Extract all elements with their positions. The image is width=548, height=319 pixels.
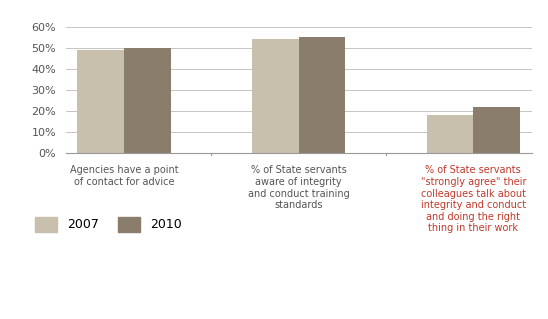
Text: Agencies have a point
of contact for advice: Agencies have a point of contact for adv… — [70, 166, 178, 187]
Text: % of State servants
"strongly agree" their
colleagues talk about
integrity and c: % of State servants "strongly agree" the… — [420, 166, 526, 234]
Text: % of State servants
aware of integrity
and conduct training
standards: % of State servants aware of integrity a… — [248, 166, 350, 210]
Legend: 2007, 2010: 2007, 2010 — [35, 217, 182, 232]
Bar — [473, 107, 520, 153]
Bar — [124, 48, 170, 153]
Bar — [252, 39, 299, 153]
Bar — [299, 37, 345, 153]
Bar — [427, 115, 473, 153]
Bar — [77, 50, 124, 153]
